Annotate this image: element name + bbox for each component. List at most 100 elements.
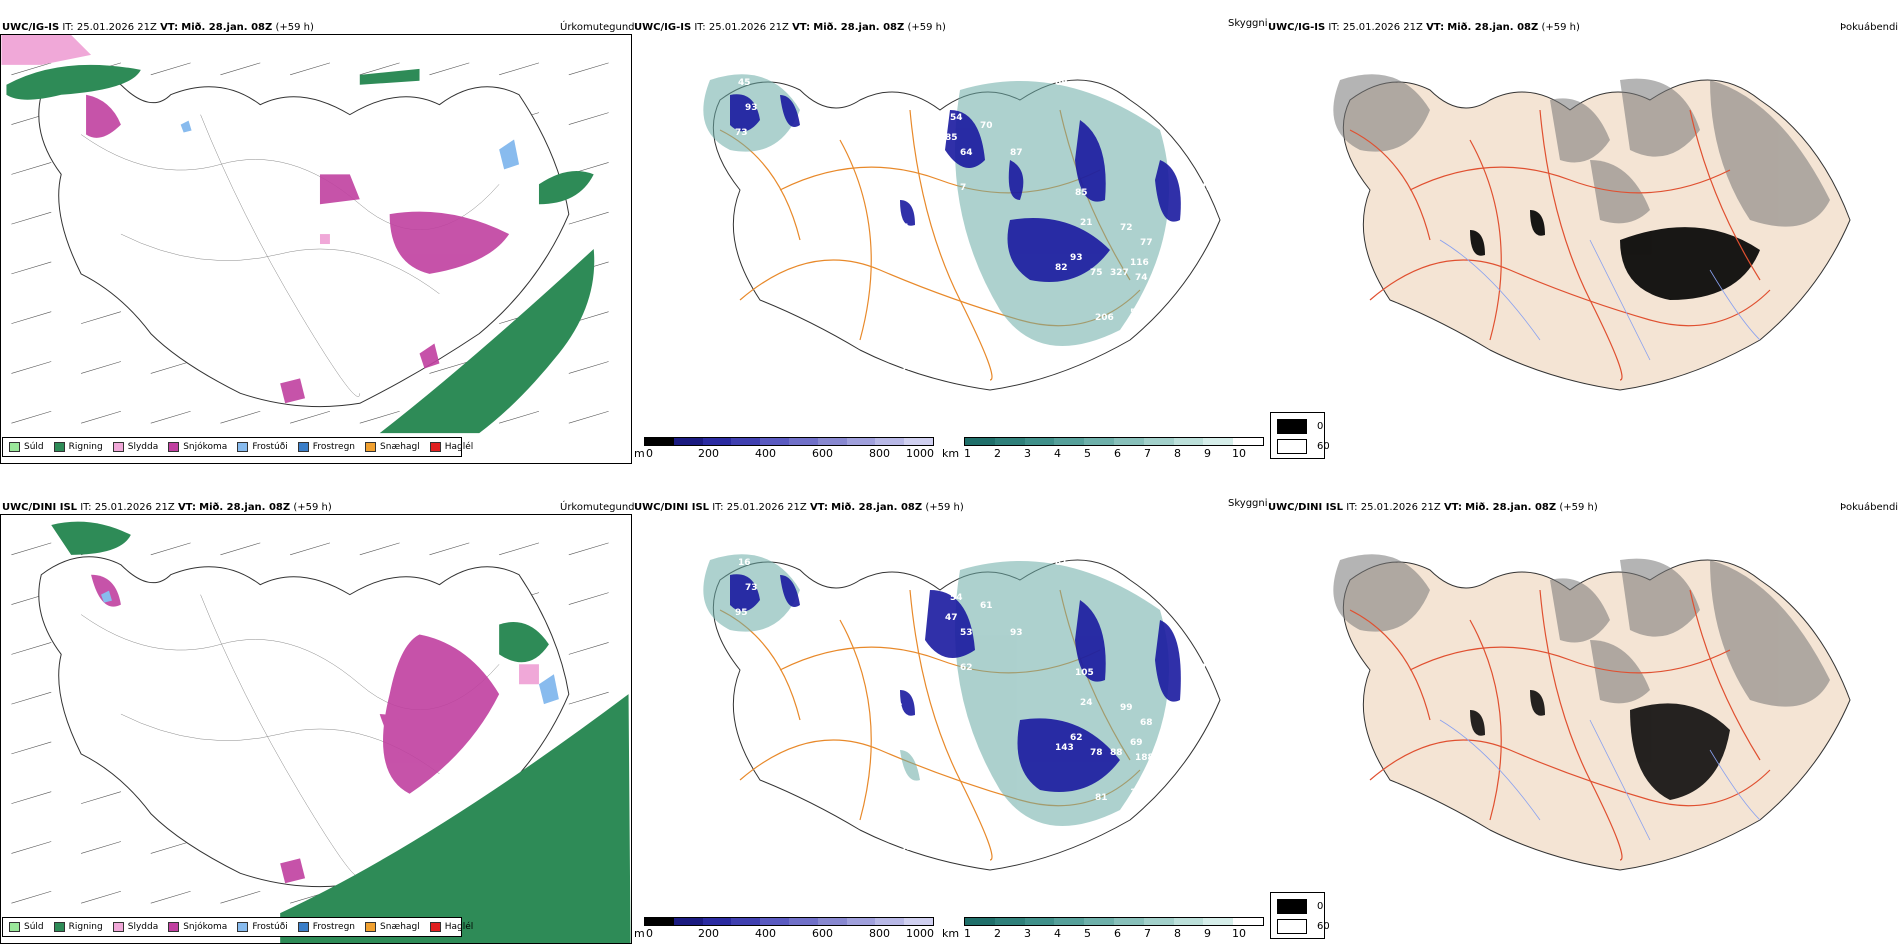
ceiling-value-label: 54: [950, 593, 963, 603]
cbar-swatch: [1113, 438, 1144, 445]
ceiling-value-label: 59: [860, 358, 873, 368]
ceiling-value-label: 87: [1010, 148, 1023, 158]
visibility-tick: 3: [1024, 447, 1031, 460]
ceiling-value-label: 143: [1055, 743, 1074, 753]
legend-item: Frostregn: [297, 922, 355, 932]
ceiling-value-label: 69: [1130, 738, 1143, 748]
ceiling-value-label: 106: [1130, 788, 1149, 798]
visibility-colorbar: km 1 2 3 4 5 6 7 8 9 10: [942, 437, 1264, 462]
cbar-swatch: [731, 918, 761, 925]
legend-item: Haglél: [429, 922, 473, 932]
legend-item: Slydda: [112, 922, 158, 932]
cbar-swatch: [1233, 918, 1263, 925]
ceiling-value-label: 45: [738, 78, 751, 88]
legend-swatch: [112, 442, 124, 452]
cbar-swatch: [1024, 438, 1055, 445]
cbar-swatch: [1113, 918, 1144, 925]
ceiling-tick: 200: [698, 447, 719, 460]
ceiling-value-label: 99: [1120, 703, 1133, 713]
ceiling-colorbar: m 0 200 400 600 800 1000: [634, 437, 934, 462]
cbar-swatch: [1024, 918, 1055, 925]
cbar-swatch: [965, 438, 995, 445]
ceiling-value-label: 7: [825, 698, 831, 708]
fog-legend-swatch: [1277, 899, 1307, 914]
visibility-tick: 7: [1144, 927, 1151, 940]
visibility-title: UWC/IG-IS IT: 25.01.2026 21Z VT: Mið. 28…: [634, 22, 946, 33]
ceiling-value-label: 122: [1170, 783, 1189, 793]
precip-title: UWC/DINI ISL IT: 25.01.2026 21Z VT: Mið.…: [2, 502, 332, 513]
ceiling-value-label: 120: [1160, 543, 1179, 553]
ceiling-value-label: 85: [1075, 188, 1088, 198]
ceiling-value-label: 93: [1070, 253, 1083, 263]
ceiling-value-label: 170: [1165, 723, 1184, 733]
legend-item: Slydda: [112, 442, 158, 452]
legend-swatch: [168, 922, 180, 932]
visibility-unit: km: [942, 927, 960, 940]
cbar-swatch: [965, 918, 995, 925]
ceiling-value-label: 327: [1110, 268, 1129, 278]
legend-swatch: [237, 442, 249, 452]
ceiling-unit: m: [634, 447, 645, 460]
cbar-swatch: [1173, 438, 1204, 445]
cbar-swatch: [760, 438, 789, 445]
visibility-tick: 6: [1114, 927, 1121, 940]
visibility-tick: 9: [1204, 447, 1211, 460]
legend-item: Rigning: [53, 922, 103, 932]
cbar-swatch: [1203, 918, 1234, 925]
ceiling-value-label: 66: [802, 123, 815, 133]
fog-map: [1333, 74, 1851, 391]
cbar-swatch: [817, 438, 847, 445]
ceiling-value-label: 61: [980, 601, 993, 611]
cbar-swatch: [846, 438, 876, 445]
legend-swatch: [297, 442, 309, 452]
legend-swatch: [297, 922, 309, 932]
cbar-swatch: [788, 918, 818, 925]
ceiling-value-label: 305: [1180, 115, 1199, 125]
cbar-swatch: [731, 438, 761, 445]
ceiling-value-label: 67: [890, 703, 903, 713]
cbar-swatch: [673, 918, 703, 925]
ceiling-value-label: 188: [1135, 753, 1154, 763]
ceiling-tick: 400: [755, 447, 776, 460]
visibility-label: Skyggni: [1228, 18, 1268, 29]
ceiling-tick: 800: [869, 447, 890, 460]
visibility-unit: km: [942, 447, 960, 460]
legend-swatch: [9, 922, 20, 932]
cbar-swatch: [645, 918, 674, 925]
cbar-swatch: [1143, 438, 1174, 445]
ceiling-value-label: 169: [1200, 583, 1219, 593]
ceiling-colorbar: m 0 200 400 600 800 1000: [634, 917, 934, 942]
ceiling-value-label: 62: [1070, 733, 1083, 743]
fog-legend-swatch: [1277, 419, 1307, 434]
ceiling-unit: m: [634, 927, 645, 940]
cbar-swatch: [1203, 438, 1234, 445]
ceiling-value-label: 82: [1055, 263, 1068, 273]
legend-swatch: [53, 922, 65, 932]
ceiling-value-label: 59: [1130, 308, 1143, 318]
precip-map: [0, 34, 632, 464]
ceiling-value-label: 7: [960, 183, 966, 193]
visibility-colorbar-swatches: [964, 437, 1264, 446]
ceiling-value-label: 53: [960, 628, 973, 638]
cbar-swatch: [846, 918, 876, 925]
ceiling-value-label: 73: [735, 128, 748, 138]
cbar-swatch: [645, 438, 674, 445]
fog-legend-item: 0: [1277, 419, 1323, 434]
legend-item: Snæhagl: [365, 442, 420, 452]
legend-swatch: [365, 442, 377, 452]
ceiling-value-label: 46: [825, 218, 838, 228]
fog-legend: 0 60: [1270, 892, 1330, 939]
visibility-tick: 1: [964, 927, 971, 940]
ceiling-value-label: 127: [1180, 138, 1199, 148]
ceiling-value-label: 27: [1200, 663, 1213, 673]
visibility-tick: 7: [1144, 447, 1151, 460]
cbar-swatch: [673, 438, 703, 445]
visibility-label: Skyggni: [1228, 498, 1268, 509]
legend-item: Súld: [9, 442, 44, 452]
cbar-swatch: [1233, 438, 1263, 445]
cbar-swatch: [1054, 438, 1085, 445]
cbar-swatch: [1143, 918, 1174, 925]
visibility-tick: 4: [1054, 927, 1061, 940]
ceiling-tick: 200: [698, 927, 719, 940]
